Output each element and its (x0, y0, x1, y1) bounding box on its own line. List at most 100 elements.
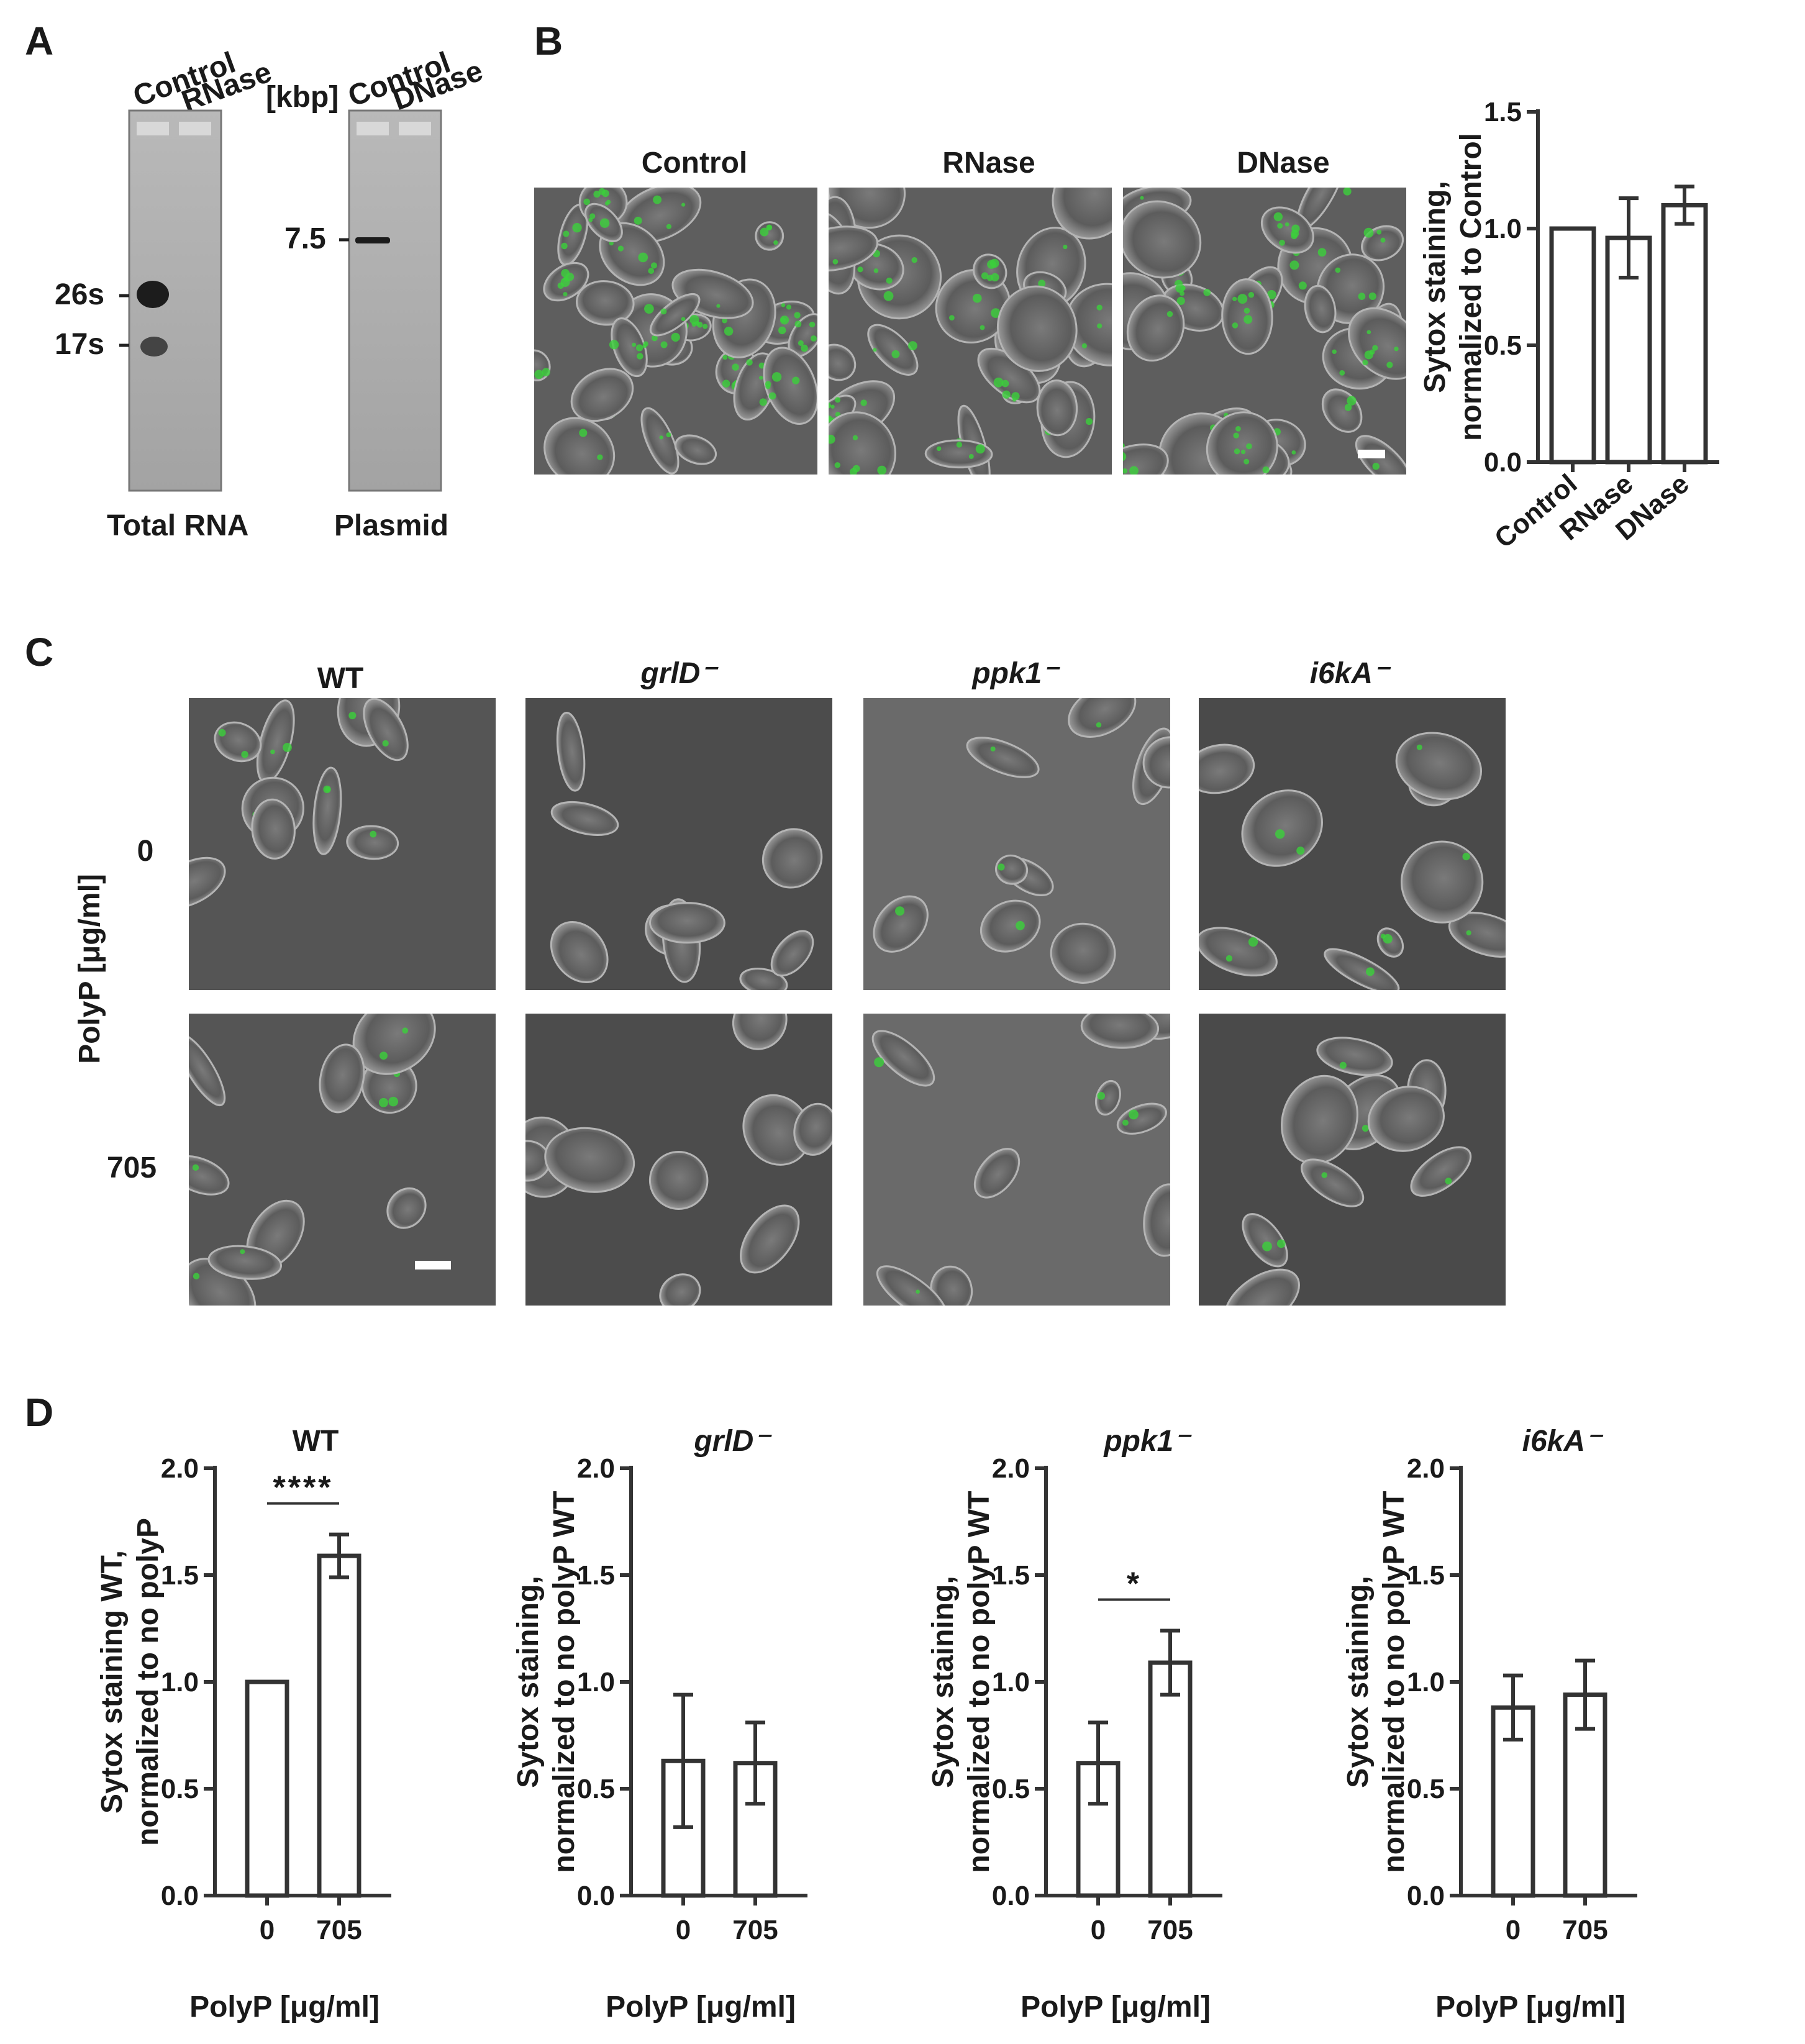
sytox-dot (651, 335, 658, 342)
cell (611, 317, 648, 378)
sytox-dot (916, 1289, 920, 1294)
cell (1224, 1268, 1300, 1306)
gel2-image (348, 109, 442, 492)
sytox-dot (759, 376, 763, 380)
sytox-dot (857, 266, 863, 273)
gel2-unit-label: [kbp] (266, 81, 339, 114)
sytox-dot (579, 429, 588, 437)
sytox-dot (873, 268, 879, 273)
cell (829, 411, 896, 475)
error-bar (1575, 1658, 1595, 1731)
sytox-dot (609, 340, 619, 350)
panel-a: A Control RNase 26s 17s Total RNA [kbp] … (25, 19, 487, 542)
sytox-dot (773, 240, 778, 245)
bar-0 (245, 1679, 289, 1898)
error-bar (1160, 1628, 1180, 1697)
cell (189, 856, 226, 909)
sytox-dot (972, 293, 982, 303)
x-axis-label: PolyP [μg/ml] (606, 1991, 796, 2024)
sytox-dot (542, 368, 550, 376)
column-title-ppk1: ppk1⁻ (971, 657, 1060, 690)
sytox-dot (1235, 425, 1241, 432)
gel2-marker-7-5: 7.5 (284, 222, 326, 255)
sytox-dot (1284, 222, 1289, 227)
sytox-dot (599, 218, 610, 228)
micrograph-c-grld-705 (525, 1014, 832, 1306)
sytox-dot (1291, 229, 1299, 238)
error-bar (1619, 196, 1639, 279)
sytox-dot (572, 223, 582, 233)
sytox-dot (524, 351, 532, 360)
sytox-dot (1180, 285, 1186, 291)
sytox-dot (1225, 955, 1233, 962)
sytox-dot (192, 1164, 199, 1171)
sytox-dot (1123, 452, 1127, 461)
sytox-dot (323, 785, 331, 794)
sytox-dot (771, 372, 782, 382)
micrograph-c-wt-705 (189, 1014, 496, 1306)
y-axis-label: Sytox staining WT, normalized to no polyP (96, 1518, 165, 1846)
sytox-dot (760, 227, 769, 237)
y-tick-label: 0.0 (1484, 447, 1522, 478)
sytox-dot (990, 746, 996, 752)
error-bar (745, 1720, 765, 1806)
sytox-dot (563, 292, 568, 297)
sytox-dot (240, 1249, 245, 1255)
sytox-dot (792, 376, 800, 384)
bar-705 (317, 1553, 361, 1898)
y-tick-label: 1.0 (161, 1667, 199, 1697)
sytox-dot (1166, 311, 1173, 317)
sytox-dot (1276, 1239, 1286, 1248)
cell (1036, 379, 1078, 437)
cell (649, 293, 701, 337)
sytox-dot (218, 729, 226, 737)
sytox-dot (986, 275, 993, 281)
cell (251, 798, 296, 860)
panel-letter-c: C (25, 630, 53, 675)
cell (1094, 1079, 1121, 1116)
sytox-dot (632, 342, 636, 347)
y-tick-label: 1.5 (161, 1560, 199, 1591)
sytox-dot (993, 377, 1004, 388)
sytox-dot (722, 317, 727, 324)
sytox-dot (981, 272, 989, 279)
cell (1206, 411, 1278, 475)
chart-title: ppk1⁻ (1103, 1425, 1192, 1458)
cell (659, 1273, 701, 1306)
sytox-dot (666, 432, 671, 438)
gel1-caption: Total RNA (107, 509, 248, 542)
sytox-dot (1129, 466, 1139, 475)
sytox-dot (593, 191, 601, 198)
sytox-dot (383, 688, 390, 695)
cell (648, 902, 725, 944)
y-tick-label: 1.5 (577, 1560, 615, 1591)
sytox-dot (1115, 332, 1124, 342)
x-axis-label: PolyP [μg/ml] (1021, 1991, 1211, 2024)
cell (1400, 840, 1484, 924)
sytox-dot (689, 314, 699, 325)
sytox-dot (908, 341, 917, 351)
cell (363, 698, 409, 761)
sytox-dot (1097, 1092, 1106, 1100)
cell (924, 439, 993, 469)
cell (312, 766, 342, 855)
sytox-dot (975, 444, 985, 454)
image-title-dnase: DNase (1237, 147, 1329, 179)
sytox-dot (956, 442, 963, 448)
sytox-dot (1248, 292, 1255, 298)
micrograph-c-wt-0 (189, 688, 496, 990)
sytox-dot (732, 363, 739, 371)
y-axis-label: Sytox staining, normalized to no polyP WT (512, 1491, 581, 1873)
x-tick-label: 705 (1562, 1915, 1607, 1945)
gel1-band-26s (137, 281, 169, 308)
gel1-well-2 (179, 122, 211, 135)
sytox-dot (402, 1027, 409, 1034)
panel-b: B Control RNase DNase 0.00.51.01.5Contro… (524, 19, 1719, 554)
sytox-dot (378, 1097, 388, 1107)
cell (980, 899, 1041, 953)
sytox-dot (860, 399, 867, 406)
y-tick-label: 1.0 (1407, 1667, 1445, 1697)
sytox-dot (681, 202, 686, 207)
sytox-dot (746, 359, 753, 366)
